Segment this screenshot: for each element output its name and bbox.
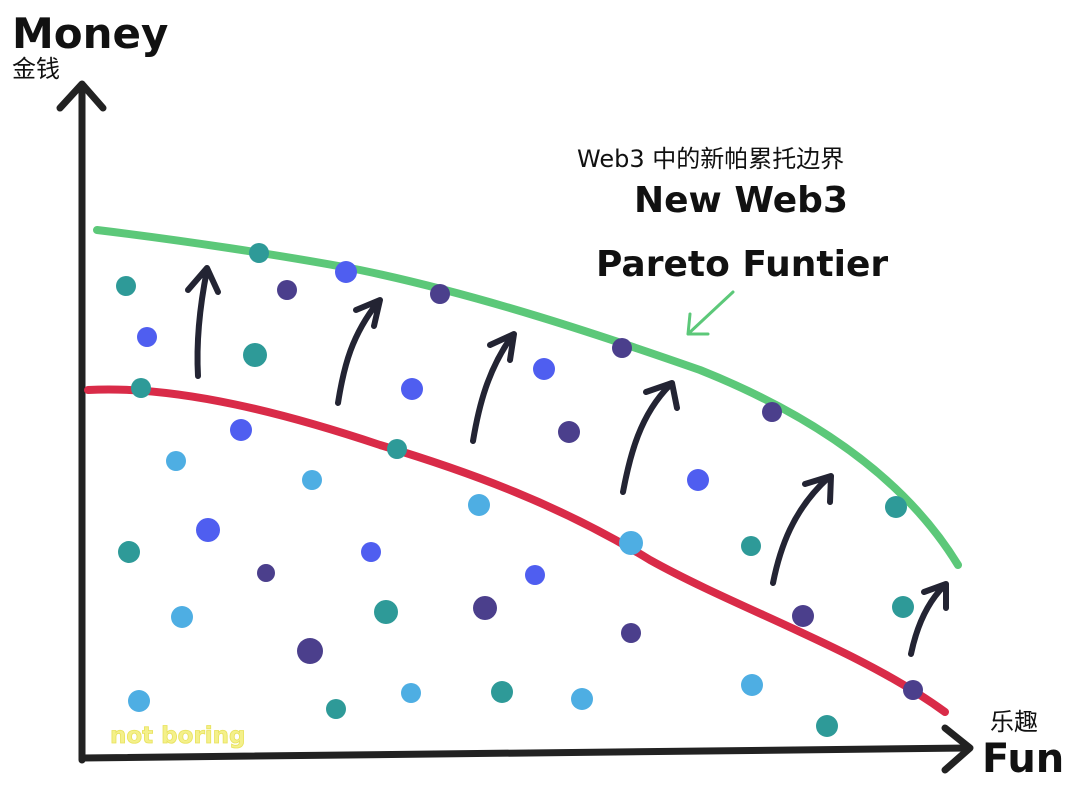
shift-arrow [770, 473, 834, 586]
dot [335, 261, 357, 283]
dot [230, 419, 252, 441]
watermark: not boring [110, 723, 246, 749]
dot [525, 565, 545, 585]
dot [128, 690, 150, 712]
dot [792, 605, 814, 627]
old-frontier-curve [84, 385, 949, 716]
dot [903, 680, 923, 700]
dot [374, 600, 398, 624]
x-axis-label-en: Fun [982, 736, 1064, 782]
dot [621, 623, 641, 643]
shift-arrow [908, 581, 949, 657]
dot [196, 518, 220, 542]
dot [892, 596, 914, 618]
dot [302, 470, 322, 490]
dot [491, 681, 513, 703]
dot [249, 243, 269, 263]
dot [401, 683, 421, 703]
dot [430, 284, 450, 304]
shift-arrow [620, 380, 680, 495]
x-axis-arrowhead [941, 724, 974, 774]
dot [885, 496, 907, 518]
dot [741, 536, 761, 556]
y-axis-label-cn: 金钱 [12, 55, 60, 83]
new-frontier-curve [93, 226, 962, 569]
dot [468, 494, 490, 516]
dot [297, 638, 323, 664]
dot [762, 402, 782, 422]
dot [116, 276, 136, 296]
dot [571, 688, 593, 710]
y-axis-label-en: Money [12, 9, 168, 58]
data-points [116, 243, 923, 737]
dot [361, 542, 381, 562]
dot [558, 421, 580, 443]
dot [257, 564, 275, 582]
dot [687, 469, 709, 491]
dot [166, 451, 186, 471]
shift-arrows [185, 265, 949, 657]
dot [326, 699, 346, 719]
y-axis-arrowhead [56, 80, 107, 112]
dot [473, 596, 497, 620]
dot [619, 531, 643, 555]
dot [387, 439, 407, 459]
dot [171, 606, 193, 628]
dot [118, 541, 140, 563]
dot [741, 674, 763, 696]
frontier-label-cn: Web3 中的新帕累托边界 [577, 145, 844, 173]
axes [56, 80, 974, 774]
dot [612, 338, 632, 358]
x-axis-line [78, 744, 972, 762]
frontier-label-line2: Pareto Funtier [596, 244, 888, 285]
shift-arrow [335, 297, 383, 406]
dot [277, 280, 297, 300]
frontier-pointer-arrow [686, 290, 735, 336]
dot [243, 343, 267, 367]
dot [131, 378, 151, 398]
shift-arrow [185, 265, 221, 379]
dot [816, 715, 838, 737]
dot [137, 327, 157, 347]
x-axis-label-cn: 乐趣 [990, 708, 1038, 736]
dot [533, 358, 555, 380]
shift-arrow [470, 331, 517, 444]
dot [401, 378, 423, 400]
frontier-label-line1: New Web3 [634, 180, 848, 221]
